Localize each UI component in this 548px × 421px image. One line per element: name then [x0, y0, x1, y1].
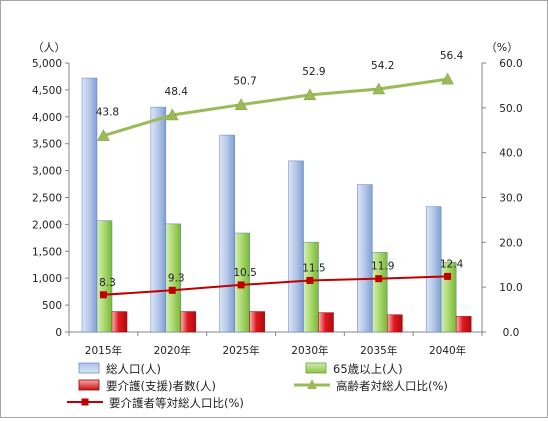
left-tick-label: 2,000: [32, 219, 62, 231]
line-point: [372, 82, 386, 95]
line-point: [234, 98, 248, 110]
line-point: [303, 88, 317, 101]
line-point: [441, 72, 455, 85]
left-axis-unit: （人）: [33, 41, 66, 54]
line-point: [165, 108, 179, 121]
x-tick-label: 2030年: [291, 344, 328, 357]
series-line: [103, 275, 448, 296]
data-label: 56.4: [440, 50, 464, 62]
bar: [357, 184, 373, 333]
right-tick-label: 40.0: [499, 148, 522, 160]
legend-label: 高齢者対総人口比(%): [336, 379, 448, 393]
legend-swatch: [305, 362, 327, 374]
legend-item: 高齢者対総人口比(%): [294, 379, 448, 393]
x-tick-label: 2025年: [222, 344, 259, 357]
left-tick-label: 500: [42, 300, 62, 312]
bar: [387, 314, 403, 333]
left-tick-label: 3,500: [32, 139, 62, 151]
left-tick-label: 5,000: [32, 58, 62, 70]
data-label: 11.9: [371, 261, 394, 273]
line-point: [444, 272, 452, 280]
data-label: 54.2: [371, 60, 394, 72]
legend-item: 65歳以上(人): [305, 362, 403, 376]
data-label: 43.8: [96, 107, 119, 119]
bar: [150, 106, 167, 333]
x-tick-label: 2015年: [85, 344, 122, 357]
right-tick-label: 30.0: [499, 193, 522, 205]
left-tick-label: 2,500: [32, 193, 62, 205]
x-tick-label: 2040年: [429, 344, 466, 357]
data-label: 50.7: [233, 76, 256, 88]
x-tick-label: 2035年: [360, 344, 397, 357]
left-tick-label: 0: [55, 327, 62, 339]
legend-label: 総人口(人): [106, 362, 161, 376]
bar: [288, 160, 304, 333]
bar: [81, 77, 98, 333]
line-point: [99, 291, 107, 299]
legend-label: 要介護(支援)者数(人): [106, 379, 216, 393]
legend-marker: [307, 379, 317, 389]
legend-item: 要介護者等対総人口比(%): [67, 396, 244, 410]
data-label: 52.9: [302, 66, 325, 78]
right-tick-label: 60.0: [499, 58, 522, 70]
data-label: 10.5: [233, 267, 256, 279]
line-point: [168, 286, 176, 294]
legend-item: 要介護(支援)者数(人): [78, 379, 216, 393]
left-tick-label: 4,500: [32, 85, 62, 97]
left-tick-label: 1,000: [32, 273, 62, 285]
line-point: [375, 275, 383, 283]
bar: [111, 311, 128, 333]
legend-swatch: [78, 379, 100, 391]
left-tick-label: 1,500: [32, 246, 62, 258]
legend-label: 要介護者等対総人口比(%): [109, 396, 244, 410]
bar: [303, 241, 319, 333]
bar: [372, 252, 388, 333]
bar: [96, 220, 113, 333]
series-line: [102, 77, 448, 138]
line-point: [306, 276, 314, 284]
x-tick-label: 2020年: [154, 344, 191, 357]
bar: [455, 316, 472, 333]
data-label: 11.5: [302, 262, 325, 274]
left-tick-label: 4,000: [32, 112, 62, 124]
data-label: 48.4: [165, 86, 189, 98]
data-label: 12.4: [440, 258, 464, 270]
bar: [440, 261, 457, 333]
data-label: 9.3: [168, 272, 185, 284]
right-tick-label: 50.0: [499, 103, 522, 115]
data-label: 8.3: [99, 277, 116, 289]
right-tick-label: 10.0: [499, 282, 522, 294]
legend-swatch: [78, 362, 100, 374]
line-point: [237, 281, 245, 289]
bar: [318, 312, 334, 333]
bar: [180, 311, 197, 333]
left-tick-label: 3,000: [32, 166, 62, 178]
bar: [165, 223, 182, 333]
right-tick-label: 20.0: [499, 237, 522, 249]
line-point: [96, 129, 110, 141]
legend-item: 総人口(人): [78, 362, 161, 376]
bar: [219, 134, 235, 333]
legend-marker: [81, 398, 89, 406]
legend-label: 65歳以上(人): [333, 362, 403, 376]
right-tick-label: 0.0: [503, 327, 520, 339]
right-axis-unit: （%）: [486, 41, 518, 54]
bar: [249, 311, 265, 333]
